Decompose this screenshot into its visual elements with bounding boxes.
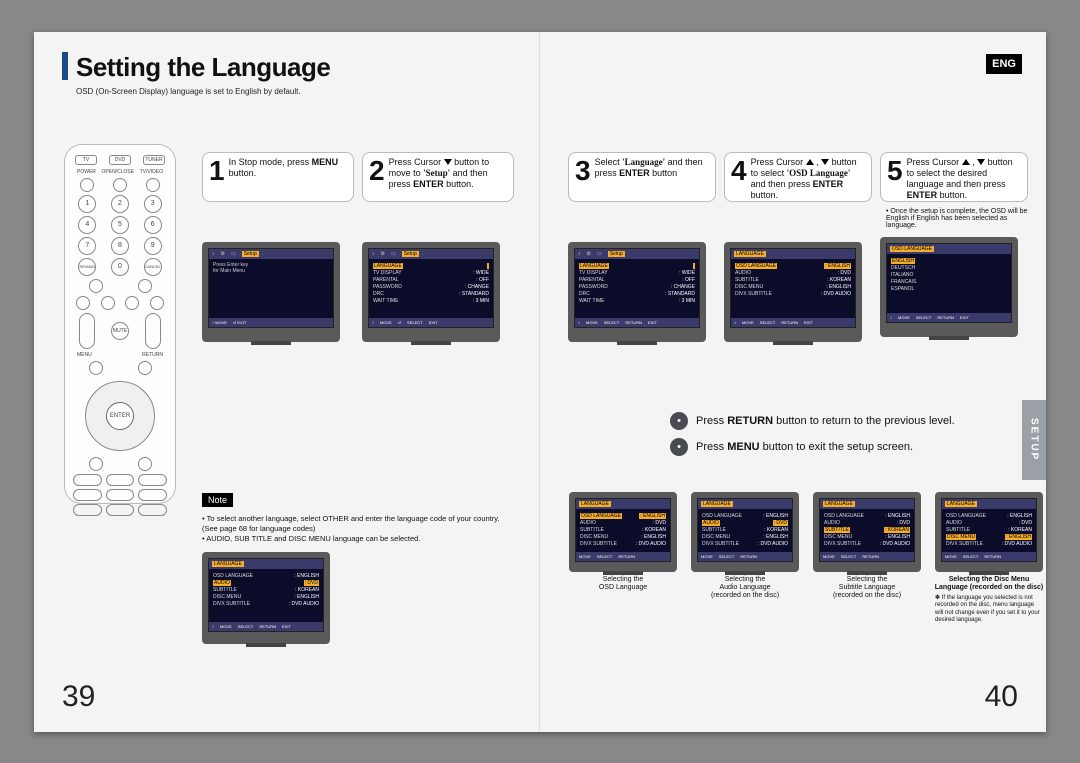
bullet-icon: • bbox=[670, 438, 688, 456]
remote-pill-tuner: TUNER bbox=[143, 155, 165, 165]
note-line-2: AUDIO, SUB TITLE and DISC MENU language … bbox=[202, 534, 512, 544]
step-1: 1 In Stop mode, press MENU button. ♪⚙▭Se… bbox=[202, 152, 354, 342]
page-subtitle: OSD (On-Screen Display) language is set … bbox=[76, 87, 511, 96]
tv-screenshot-1: ♪⚙▭Setup Press Enter key for Main Menu ↕… bbox=[202, 242, 340, 342]
tv-screenshot-3: ♪⚙▭Setup LANGUAGETV DISPLAY: WIDEPARENTA… bbox=[568, 242, 706, 342]
title-accent bbox=[62, 52, 68, 80]
note-block: Note To select another language, select … bbox=[202, 490, 512, 544]
tv-screenshot-4: LANGUAGE OSD LANGUAGE: ENGLISHAUDIO: DVD… bbox=[724, 242, 862, 342]
step-2: 2 Press Cursor button to move to 'Setup'… bbox=[362, 152, 514, 342]
sample-tv-left: LANGUAGE OSD LANGUAGE: ENGLISHAUDIO: DVD… bbox=[202, 552, 330, 644]
step-5-note: Once the setup is complete, the OSD will… bbox=[886, 208, 1028, 229]
step-text: In Stop mode, press MENU button. bbox=[229, 157, 347, 180]
tv-screenshot-2: ♪⚙▭Setup LANGUAGETV DISPLAY: WIDEPARENTA… bbox=[362, 242, 500, 342]
example-audio: LANGUAGEOSD LANGUAGE: ENGLISHAUDIO: DVDS… bbox=[690, 492, 800, 625]
step-3: 3 Select 'Language' and then press ENTER… bbox=[568, 152, 716, 342]
step-4: 4 Press Cursor , button to select 'OSD L… bbox=[724, 152, 872, 342]
dpad: ENTER bbox=[85, 381, 155, 451]
volume-rocker bbox=[79, 313, 95, 349]
tv-screenshot-5: OSD LANGUAGE ENGLISHDEUTSCHITALIANOFRANC… bbox=[880, 237, 1018, 337]
enter-button-remote: ENTER bbox=[106, 402, 134, 430]
return-button-remote bbox=[138, 361, 152, 375]
remote-pill-dvd: DVD bbox=[109, 155, 131, 165]
remote-control-diagram: TV DVD TUNER POWER OPEN/CLOSE TV/VIDEO 1… bbox=[64, 144, 176, 504]
example-subtitle: LANGUAGEOSD LANGUAGE: ENGLISHAUDIO: DVDS… bbox=[812, 492, 922, 625]
language-badge: ENG bbox=[986, 54, 1022, 74]
page-39: Setting the Language OSD (On-Screen Disp… bbox=[34, 32, 540, 732]
bullet-icon: • bbox=[670, 412, 688, 430]
page-number-right: 40 bbox=[985, 680, 1018, 714]
note-line-1: To select another language, select OTHER… bbox=[202, 514, 512, 534]
disc-menu-footnote: If the language you selected is not reco… bbox=[935, 595, 1043, 624]
navigation-hints: • Press RETURN button to return to the pr… bbox=[670, 412, 955, 456]
note-tag: Note bbox=[202, 493, 233, 507]
page-40: ENG SETUP 3 Select 'Language' and then p… bbox=[540, 32, 1046, 732]
remote-pill-tv: TV bbox=[75, 155, 97, 165]
menu-button-remote bbox=[89, 361, 103, 375]
step-5: 5 Press Cursor , button to select the de… bbox=[880, 152, 1028, 342]
page-title: Setting the Language bbox=[76, 52, 511, 83]
channel-rocker bbox=[145, 313, 161, 349]
page-number-left: 39 bbox=[62, 680, 95, 714]
language-examples-grid: LANGUAGEOSD LANGUAGE: ENGLISHAUDIO: DVDS… bbox=[568, 492, 1044, 625]
hint-menu: Press MENU button to exit the setup scre… bbox=[696, 441, 913, 453]
mute-button: MUTE bbox=[111, 322, 129, 340]
example-osd: LANGUAGEOSD LANGUAGE: ENGLISHAUDIO: DVDS… bbox=[568, 492, 678, 625]
manual-spread: Setting the Language OSD (On-Screen Disp… bbox=[34, 32, 1046, 732]
step-number: 1 bbox=[209, 157, 225, 185]
example-disc-menu: LANGUAGEOSD LANGUAGE: ENGLISHAUDIO: DVDS… bbox=[934, 492, 1044, 625]
hint-return: Press RETURN button to return to the pre… bbox=[696, 415, 955, 427]
section-tab: SETUP bbox=[1022, 400, 1046, 480]
